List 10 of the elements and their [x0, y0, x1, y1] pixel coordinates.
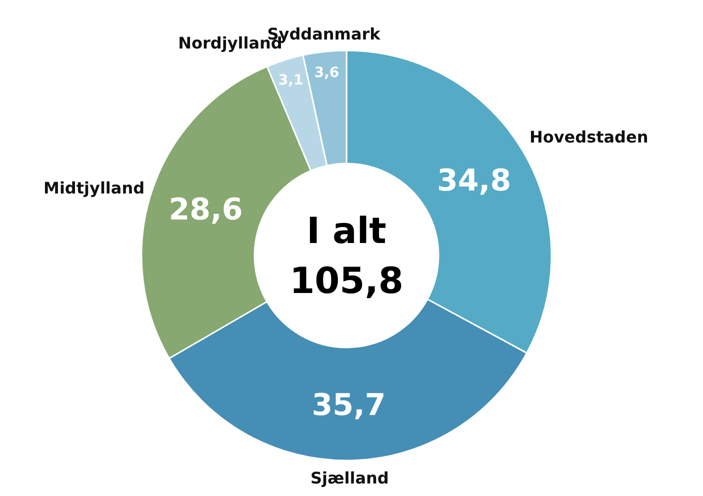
data-label: 3,1 [278, 72, 304, 89]
text: I alt [306, 211, 386, 252]
text: 105,8 [290, 261, 404, 302]
data-label: 3,6 [314, 65, 340, 82]
slice-label: Hovedstaden [529, 127, 648, 146]
data-label: 34,8 [437, 163, 512, 198]
slice-label: Sjælland [310, 468, 389, 488]
data-label: 35,7 [312, 388, 386, 423]
slice-label: Midtjylland [44, 178, 145, 198]
data-label: 28,6 [168, 192, 243, 228]
